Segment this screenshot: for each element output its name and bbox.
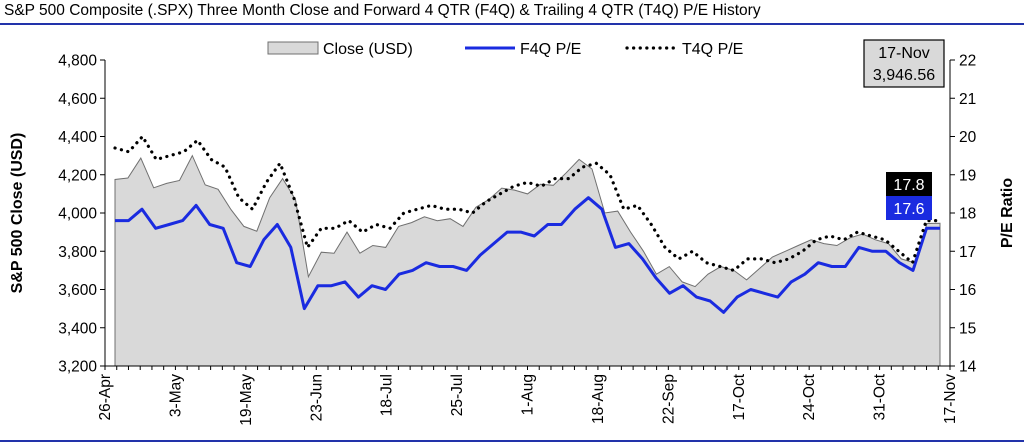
x-tick-label: 22-Sep	[660, 374, 677, 424]
t4q-value-label: 17.8	[893, 177, 924, 194]
left-tick-label: 3,800	[58, 244, 97, 261]
right-tick-label: 22	[959, 53, 976, 70]
close-area-series	[114, 154, 941, 367]
axes-layer: 3,200 3,400 3,600 3,800 4,000 4,200 4,400 4,600…	[9, 53, 1016, 426]
x-tick-label: 26-Apr	[97, 374, 114, 421]
y-axis-title: S&P 500 Close (USD)	[9, 133, 26, 294]
f4q-value-label: 17.6	[893, 201, 924, 218]
legend-label: F4Q P/E	[520, 41, 581, 58]
left-tick-label: 4,800	[58, 53, 97, 70]
x-tick-label: 24-Oct	[801, 373, 818, 420]
left-tick-label: 4,200	[58, 167, 97, 184]
right-tick-label: 19	[959, 167, 976, 184]
x-tick-label: 19-May	[238, 374, 255, 426]
annotations: 17-Nov 3,946.56 17.8 17.6	[863, 39, 945, 220]
left-tick-label: 3,600	[58, 282, 97, 299]
legend: Close (USD) F4Q P/E T4Q P/E	[267, 41, 743, 58]
left-tick-label: 4,600	[58, 91, 97, 108]
left-tick-label: 3,200	[58, 359, 97, 376]
x-tick-label: 17-Oct	[731, 373, 748, 420]
right-tick-label: 14	[959, 359, 977, 376]
t4q-value-box	[886, 172, 932, 196]
chart-title: S&P 500 Composite (.SPX) Three Month Clo…	[4, 2, 761, 19]
x-tick-label: 25-Jul	[449, 374, 466, 416]
right-tick-label: 17	[959, 244, 976, 261]
legend-swatch-close	[267, 41, 319, 55]
right-tick-label: 16	[959, 282, 976, 299]
legend-label: Close (USD)	[323, 41, 413, 58]
x-tick-label: 17-Nov	[942, 374, 959, 424]
right-tick-label: 15	[959, 320, 976, 337]
right-tick-label: 21	[959, 91, 976, 108]
left-tick-label: 4,000	[58, 206, 97, 223]
f4q-value-box	[886, 196, 932, 220]
left-tick-label: 3,400	[58, 320, 97, 337]
y2-axis-title: P/E Ratio	[999, 178, 1016, 248]
x-tick-label: 1-Aug	[520, 374, 537, 415]
f4q-pe-line	[115, 196, 940, 314]
title-divider	[0, 23, 1024, 25]
right-tick-label: 18	[959, 206, 976, 223]
date-box-close: 3,946.56	[873, 67, 935, 84]
pe-lines-layer	[113, 134, 942, 314]
legend-label: T4Q P/E	[682, 41, 743, 58]
right-tick-label: 20	[959, 129, 977, 146]
bottom-divider	[0, 440, 1024, 442]
x-tick-label: 23-Jun	[308, 374, 325, 421]
x-tick-label: 3-May	[167, 374, 184, 417]
x-tick-label: 18-Aug	[590, 374, 607, 424]
x-tick-label: 18-Jul	[379, 374, 396, 416]
date-box-date: 17-Nov	[878, 45, 930, 62]
date-box	[863, 39, 945, 88]
x-tick-label: 31-Oct	[872, 373, 889, 420]
left-tick-label: 4,400	[58, 129, 97, 146]
t4q-pe-line	[113, 134, 942, 272]
close-area-layer	[114, 154, 941, 367]
